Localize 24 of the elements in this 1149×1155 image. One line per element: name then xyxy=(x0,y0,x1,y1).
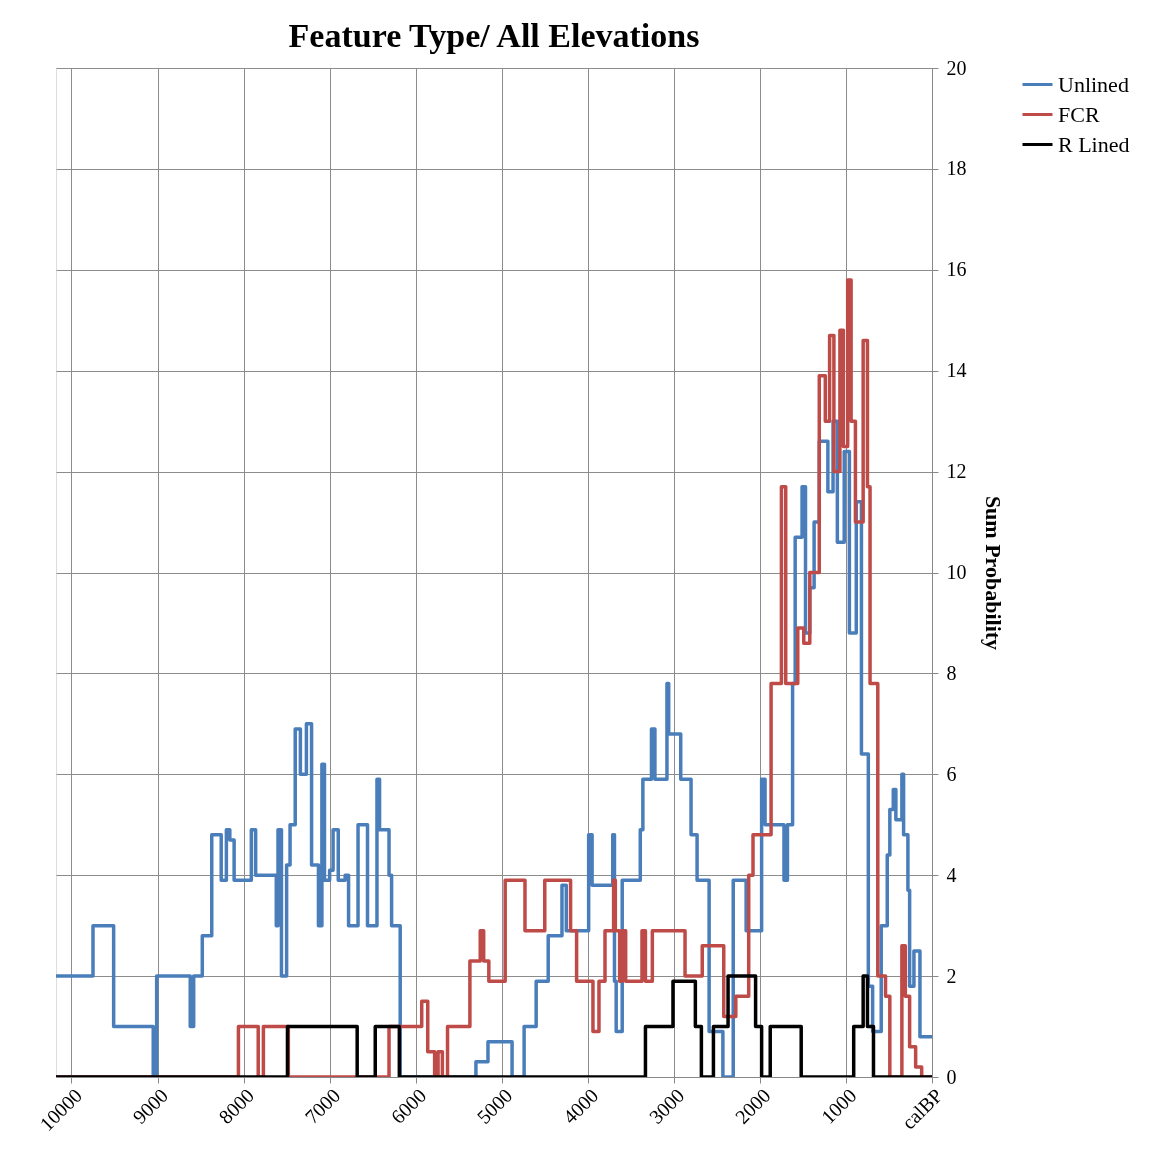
y-tick-label: 10 xyxy=(946,561,967,583)
x-tick-label: 4000 xyxy=(558,1084,603,1128)
y-tick-label: 14 xyxy=(946,359,967,382)
y-tick-label: 6 xyxy=(946,762,957,785)
x-tick-label: 8000 xyxy=(214,1084,259,1128)
y-tick-label: 16 xyxy=(946,258,967,281)
x-tick-label: 3000 xyxy=(644,1084,689,1128)
x-tick-label: 9000 xyxy=(128,1084,173,1128)
x-tick-label: 6000 xyxy=(386,1084,431,1128)
chart-title: Feature Type/ All Elevations xyxy=(288,17,700,54)
y-tick-label: 18 xyxy=(946,157,967,180)
legend-label: Unlined xyxy=(1058,71,1129,97)
y-tick-label: 0 xyxy=(946,1065,957,1088)
y-tick-label: 12 xyxy=(946,460,967,483)
legend-label: FCR xyxy=(1058,101,1100,127)
legend-label: R Lined xyxy=(1058,131,1130,157)
y-tick-label: 4 xyxy=(946,863,957,886)
y-tick-label: 8 xyxy=(946,661,957,684)
x-tick-label: 5000 xyxy=(472,1084,517,1128)
y-tick-label: 20 xyxy=(946,56,967,79)
x-tick-label: 1000 xyxy=(816,1084,861,1128)
x-tick-label: 7000 xyxy=(300,1084,345,1128)
y-axis-title: Sum Probability xyxy=(980,495,1006,651)
y-tick-label: 2 xyxy=(946,964,957,987)
